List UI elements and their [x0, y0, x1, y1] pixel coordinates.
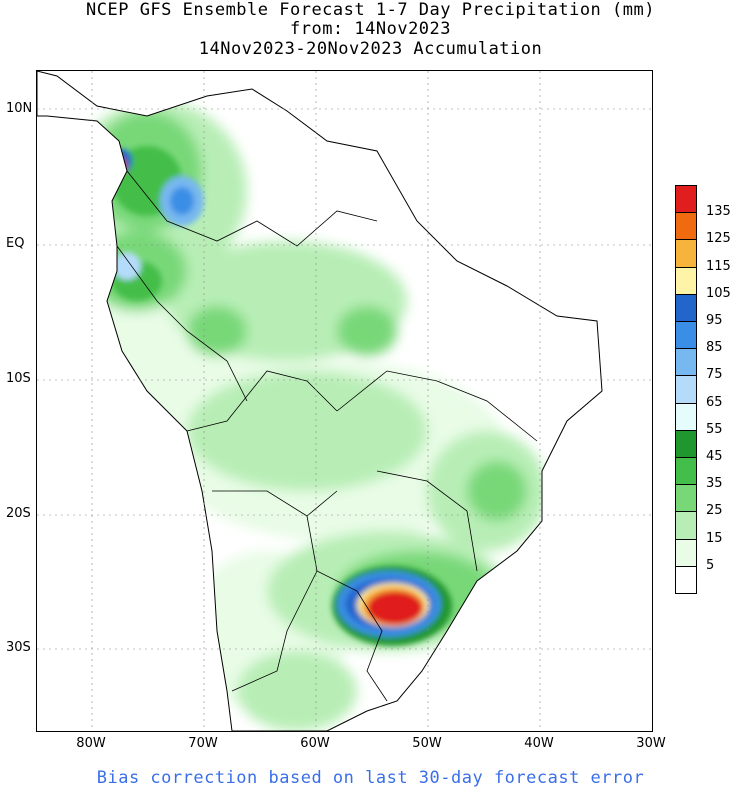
legend-label: 125	[706, 231, 731, 247]
legend-label: 75	[706, 367, 723, 383]
legend-swatch	[675, 538, 697, 567]
lon-label-50w: 50W	[412, 736, 442, 751]
legend-swatch	[675, 565, 697, 594]
legend-label: 55	[706, 421, 723, 437]
map-canvas	[36, 70, 652, 732]
lat-label-eq: EQ	[6, 236, 25, 251]
legend-label: 85	[706, 340, 723, 356]
country-borders	[116, 170, 538, 702]
precipitation-map	[36, 70, 653, 732]
graticule	[37, 71, 652, 731]
legend-label: 95	[706, 313, 723, 328]
legend-label: 5	[706, 557, 715, 573]
legend-label: 45	[706, 449, 723, 464]
lon-label-60w: 60W	[300, 736, 330, 751]
bias-correction-note: Bias correction based on last 30-day for…	[96, 768, 645, 788]
lon-label-30w: 30W	[636, 736, 666, 751]
legend-swatch	[675, 511, 697, 540]
legend-label: 15	[706, 530, 723, 546]
legend-swatch	[675, 185, 697, 214]
legend-swatch	[675, 266, 697, 295]
legend-label: 115	[706, 258, 731, 274]
legend-swatch	[675, 375, 697, 404]
lon-label-70w: 70W	[188, 736, 218, 751]
forecast-issue-date: from: 14Nov2023	[289, 19, 452, 39]
lat-label-30s: 30S	[6, 640, 31, 655]
legend-label: 65	[706, 394, 723, 410]
legend-label: 25	[706, 503, 723, 519]
legend-swatch	[675, 239, 697, 268]
lon-label-80w: 80W	[76, 736, 106, 751]
lat-label-10s: 10S	[6, 371, 31, 386]
legend-swatch	[675, 293, 697, 322]
legend-swatch	[675, 402, 697, 431]
legend-swatch	[675, 348, 697, 377]
lon-label-40w: 40W	[524, 736, 554, 751]
legend-swatch	[675, 212, 697, 241]
legend-label: 35	[706, 476, 723, 492]
lat-label-10n: 10N	[6, 101, 33, 116]
legend-swatch	[675, 484, 697, 513]
legend-swatch	[675, 457, 697, 486]
legend-swatch	[675, 321, 697, 350]
map-title: NCEP GFS Ensemble Forecast 1-7 Day Preci…	[86, 0, 655, 20]
legend-label: 135	[706, 204, 731, 220]
accumulation-period: 14Nov2023-20Nov2023 Accumulation	[198, 39, 543, 59]
legend-swatch	[675, 429, 697, 458]
lat-label-20s: 20S	[6, 506, 31, 521]
legend-label: 105	[706, 285, 731, 301]
